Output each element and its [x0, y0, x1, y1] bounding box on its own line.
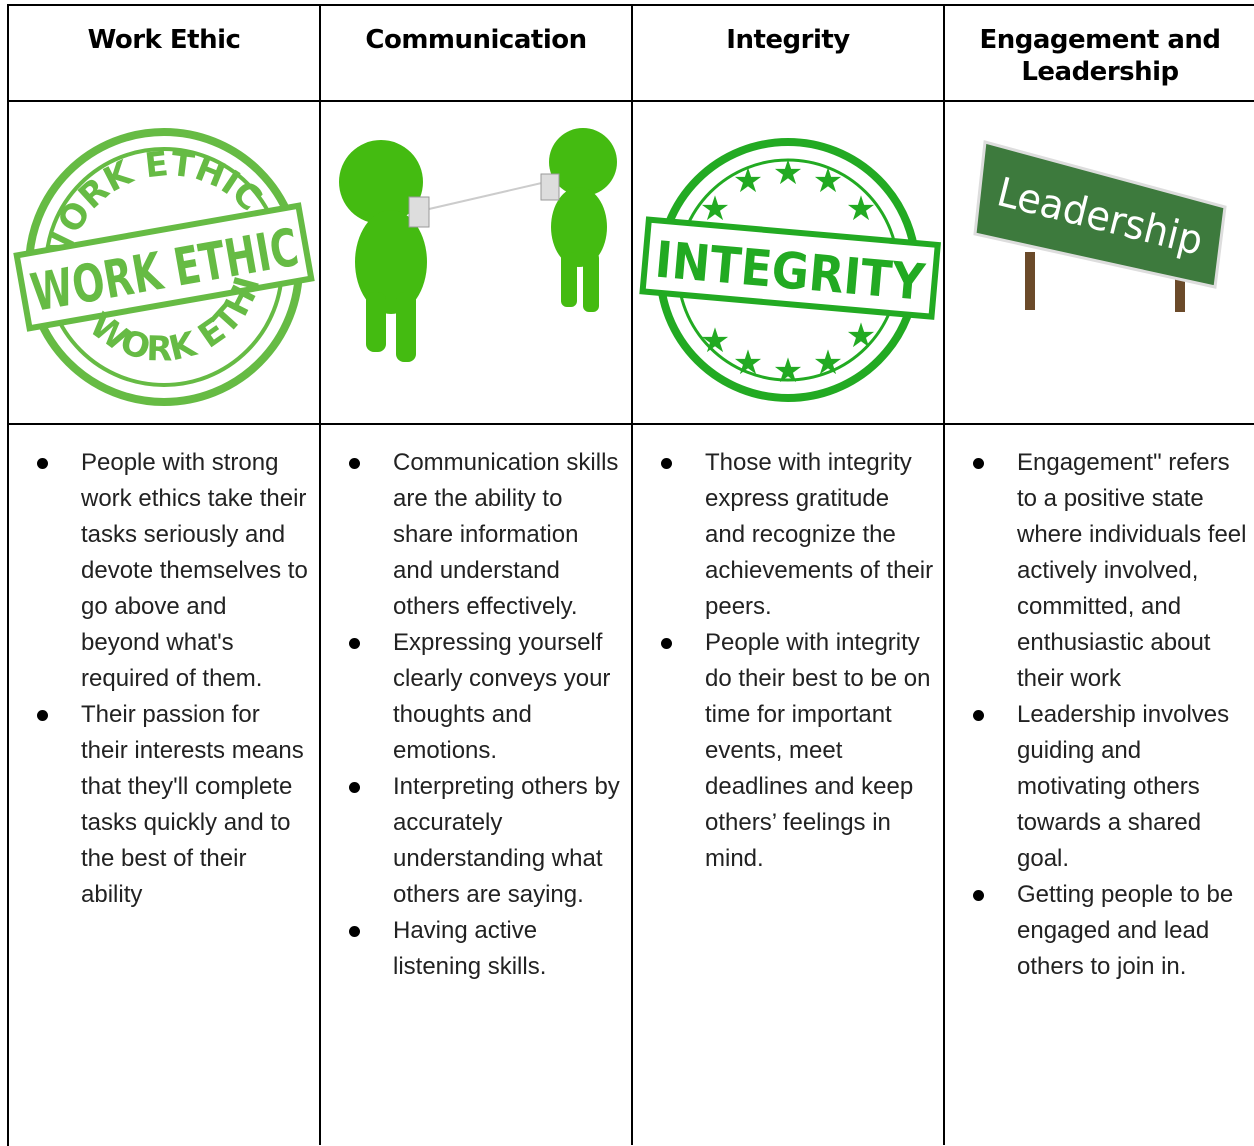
header: Integrity — [726, 25, 850, 55]
bullet-item: Interpreting others by accurately unders… — [349, 769, 623, 913]
text-cell: People with strong work ethics take thei… — [9, 425, 321, 1145]
bullet-list: Communication skills are the ability to … — [321, 425, 631, 985]
svg-text:★: ★ — [773, 154, 803, 192]
bullet-item: Communication skills are the ability to … — [349, 445, 623, 625]
integrity-stamp: ★ ★ ★ ★ ★ ★ ★ ★ ★ ★ INTEGRITY — [639, 138, 942, 402]
image-cell: WORK ETHIC WORK ETHIC WORK ETHIC — [9, 102, 321, 425]
svg-text:★: ★ — [733, 162, 763, 200]
header-cell: Integrity — [633, 6, 945, 102]
svg-text:★: ★ — [813, 344, 843, 382]
header: Communication — [365, 25, 587, 55]
svg-text:★: ★ — [733, 344, 763, 382]
header-cell: Communication — [321, 6, 633, 102]
header: Engagement and Leadership — [979, 25, 1221, 87]
bullet-list: Engagement" refers to a positive state w… — [945, 425, 1254, 985]
bullet-item: Their passion for their interests means … — [37, 697, 311, 913]
bullet-item: Those with integrity express gratitude a… — [661, 445, 935, 625]
image-cell — [321, 102, 633, 425]
bullet-item: People with integrity do their best to b… — [661, 625, 935, 877]
bullet-item: Leadership involves guiding and motivati… — [973, 697, 1247, 877]
header-cell: Work Ethic — [9, 6, 321, 102]
image-cell: ★ ★ ★ ★ ★ ★ ★ ★ ★ ★ INTEGRITY — [633, 102, 945, 425]
text-cell: Engagement" refers to a positive state w… — [945, 425, 1254, 1145]
bullet-item: Getting people to be engaged and lead ot… — [973, 877, 1247, 985]
work-ethic-stamp: WORK ETHIC WORK ETHIC WORK ETHIC — [9, 102, 315, 406]
header-cell: Engagement and Leadership — [945, 6, 1254, 102]
communication-image — [339, 128, 617, 362]
bullet-item: Having active listening skills. — [349, 913, 623, 985]
bullet-list: Those with integrity express gratitude a… — [633, 425, 943, 877]
bullet-list: People with strong work ethics take thei… — [9, 425, 319, 913]
svg-text:★: ★ — [846, 190, 876, 228]
image-cell: Leadership — [945, 102, 1254, 425]
header: Work Ethic — [87, 25, 241, 55]
skills-table: Work Ethic Communication Integrity Engag… — [7, 4, 1254, 1146]
leadership-sign: Leadership — [973, 140, 1227, 312]
text-cell: Communication skills are the ability to … — [321, 425, 633, 1145]
svg-text:★: ★ — [773, 352, 803, 390]
svg-text:★: ★ — [700, 322, 730, 360]
bullet-item: Expressing yourself clearly conveys your… — [349, 625, 623, 769]
text-cell: Those with integrity express gratitude a… — [633, 425, 945, 1145]
svg-text:★: ★ — [846, 317, 876, 355]
bullet-item: People with strong work ethics take thei… — [37, 445, 311, 697]
svg-text:★: ★ — [813, 162, 843, 200]
bullet-item: Engagement" refers to a positive state w… — [973, 445, 1247, 697]
